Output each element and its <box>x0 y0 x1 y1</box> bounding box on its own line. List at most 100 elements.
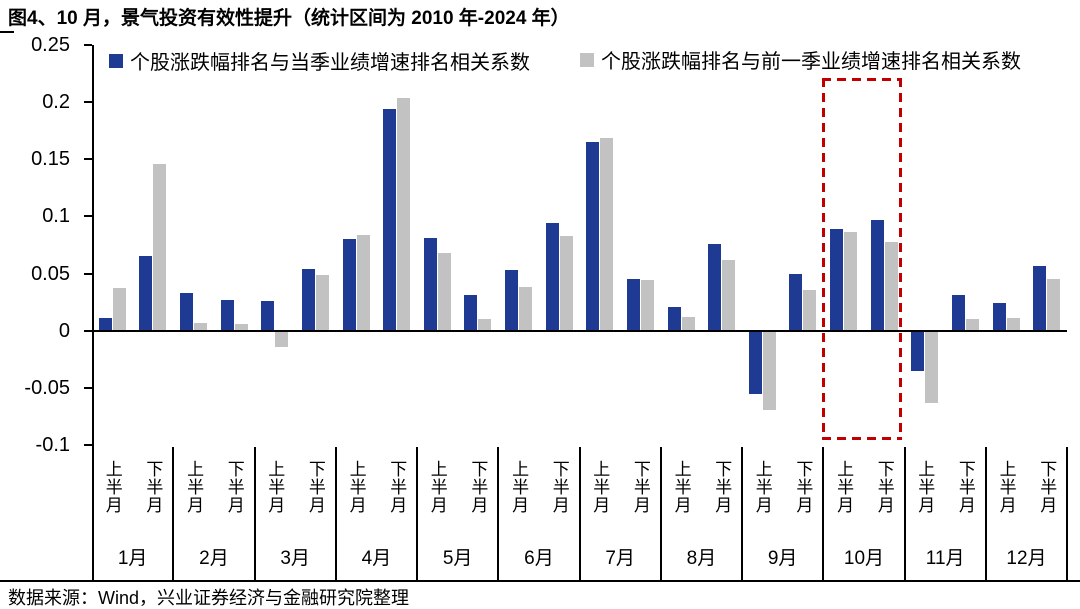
x-axis-half-month-label: 下半月 <box>1037 460 1057 514</box>
bar-previous-quarter-corr <box>722 259 736 330</box>
bar-current-quarter-corr <box>911 332 925 371</box>
y-axis-line <box>92 45 94 582</box>
x-axis-half-month-label: 下半月 <box>143 460 163 514</box>
x-axis-half-month-label: 上半月 <box>996 460 1016 514</box>
x-axis-half-month-label: 上半月 <box>346 460 366 514</box>
legend-label-previous-quarter: 个股涨跌幅排名与前一季业绩增速排名相关系数 <box>601 51 1021 73</box>
bar-previous-quarter-corr <box>925 332 939 403</box>
bar-previous-quarter-corr <box>153 163 167 330</box>
month-separator-line <box>254 447 256 581</box>
y-axis-tick <box>84 444 92 446</box>
x-axis-half-month-label: 上半月 <box>184 460 204 514</box>
y-axis-tick <box>84 329 92 332</box>
bar-current-quarter-corr <box>505 270 519 330</box>
y-axis-tick-label: 0.2 <box>42 91 70 114</box>
bar-previous-quarter-corr <box>112 288 126 330</box>
bar-previous-quarter-corr <box>1047 279 1061 330</box>
bar-current-quarter-corr <box>423 238 437 330</box>
bar-previous-quarter-corr <box>1006 318 1020 330</box>
x-axis-month-label: 2月 <box>199 548 229 569</box>
bar-current-quarter-corr <box>789 273 803 330</box>
bar-current-quarter-corr <box>951 295 965 330</box>
bar-previous-quarter-corr <box>965 319 979 330</box>
bar-previous-quarter-corr <box>194 322 208 330</box>
x-axis-half-month-label: 上半月 <box>915 460 935 514</box>
x-axis-zero-line <box>92 330 1067 332</box>
legend-item-current-quarter: 个股涨跌幅排名与当季业绩增速排名相关系数 <box>109 46 530 75</box>
bar-current-quarter-corr <box>342 239 356 330</box>
bar-current-quarter-corr <box>545 223 559 330</box>
bar-previous-quarter-corr <box>803 289 817 330</box>
bar-current-quarter-corr <box>383 109 397 330</box>
bar-current-quarter-corr <box>586 142 600 330</box>
bar-previous-quarter-corr <box>275 332 289 347</box>
x-axis-half-month-label: 下半月 <box>712 460 732 514</box>
october-highlight-box <box>822 78 902 440</box>
month-separator-line <box>660 447 662 581</box>
bar-current-quarter-corr <box>1033 265 1047 330</box>
bar-current-quarter-corr <box>301 269 315 330</box>
y-axis-tick-label: 0.25 <box>31 34 70 56</box>
bar-previous-quarter-corr <box>437 253 451 330</box>
x-axis-month-label: 4月 <box>361 548 392 569</box>
x-axis-month-label: 10月 <box>843 548 885 569</box>
x-axis-half-month-label: 上半月 <box>752 460 772 514</box>
bar-previous-quarter-corr <box>559 235 573 330</box>
bar-current-quarter-corr <box>98 318 112 330</box>
y-axis-tick-label: 0.05 <box>31 262 70 285</box>
bar-current-quarter-corr <box>464 295 478 330</box>
x-axis-half-month-label: 下半月 <box>224 460 244 514</box>
y-axis-tick-label: -0.05 <box>24 376 70 399</box>
x-axis-half-month-label: 上半月 <box>834 460 854 514</box>
y-axis-tick <box>84 215 92 218</box>
x-axis-month-label: 11月 <box>925 548 965 569</box>
bar-previous-quarter-corr <box>600 137 614 330</box>
x-axis-month-label: 9月 <box>767 548 798 569</box>
x-axis-half-month-label: 上半月 <box>671 460 691 514</box>
bar-previous-quarter-corr <box>640 280 654 330</box>
bar-current-quarter-corr <box>220 299 234 330</box>
x-axis-half-month-label: 下半月 <box>468 460 488 514</box>
month-separator-line <box>822 447 824 581</box>
bar-previous-quarter-corr <box>356 234 370 330</box>
legend-swatch-current-quarter <box>109 53 123 68</box>
bar-current-quarter-corr <box>748 332 762 394</box>
bar-previous-quarter-corr <box>478 319 492 330</box>
month-separator-line <box>579 447 581 581</box>
source-note: 数据来源：Wind，兴业证券经济与金融研究院整理 <box>8 588 410 608</box>
x-axis-half-month-label: 下半月 <box>793 460 813 514</box>
y-axis-tick <box>84 158 92 161</box>
x-axis-half-month-label: 下半月 <box>305 460 325 514</box>
chart-title: 图4、10 月，景气投资有效性提升（统计区间为 2010 年-2024 年） <box>8 8 570 29</box>
bar-current-quarter-corr <box>180 293 194 330</box>
x-axis-half-month-label: 上半月 <box>427 460 447 514</box>
x-axis-month-label: 8月 <box>686 548 717 569</box>
bar-previous-quarter-corr <box>681 317 695 330</box>
x-axis-half-month-label: 上半月 <box>509 460 529 514</box>
month-separator-line <box>904 447 906 581</box>
x-axis-half-month-label: 上半月 <box>590 460 610 514</box>
x-axis-half-month-label: 下半月 <box>874 460 894 514</box>
x-axis-month-label: 3月 <box>280 548 310 569</box>
y-axis-tick <box>84 101 92 104</box>
bar-previous-quarter-corr <box>762 332 776 410</box>
bar-previous-quarter-corr <box>519 287 533 330</box>
bar-previous-quarter-corr <box>234 323 248 330</box>
chart-bottom-border <box>0 580 1080 582</box>
x-axis-half-month-label: 下半月 <box>387 460 407 514</box>
y-axis-tick <box>84 272 92 275</box>
y-axis-tick-label: -0.1 <box>35 434 70 456</box>
y-axis-tick <box>84 44 92 46</box>
y-axis-tick-label: 0 <box>58 319 70 342</box>
x-axis-half-month-label: 下半月 <box>955 460 975 514</box>
x-axis-half-month-label: 上半月 <box>102 460 122 514</box>
month-separator-line <box>416 447 418 581</box>
month-separator-line <box>741 447 743 581</box>
x-axis-half-month-label: 下半月 <box>630 460 650 514</box>
x-axis-month-label: 5月 <box>442 548 473 569</box>
month-separator-line <box>335 447 337 581</box>
bar-current-quarter-corr <box>667 306 681 330</box>
bar-current-quarter-corr <box>139 256 153 330</box>
